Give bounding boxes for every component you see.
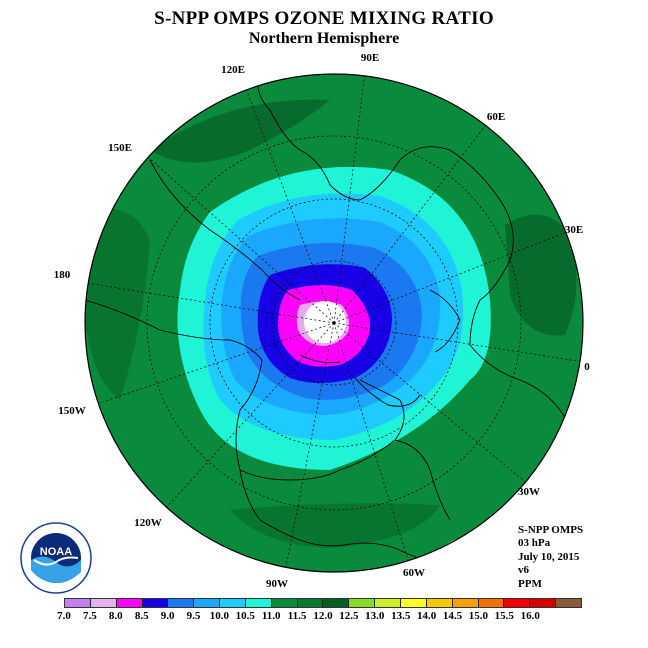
colorbar-segment: [556, 599, 581, 607]
colorbar-segment: [297, 599, 324, 607]
colorbar-segment: [504, 599, 531, 607]
darker-green-patch-east: [505, 214, 577, 336]
colorbar-segment: [168, 599, 195, 607]
info-version: v6: [518, 564, 529, 577]
longitude-labels: 90E 60E 30E 0 30W 60W 90W 120W 150W 180 …: [54, 52, 591, 590]
colorbar-segment: [478, 599, 505, 607]
colorbar-label: 8.5: [134, 610, 149, 622]
colorbar-segment: [116, 599, 143, 607]
missing-data-hole: [304, 301, 346, 343]
lon-label-120w: 120W: [134, 517, 162, 529]
colorbar-label: 7.5: [83, 610, 97, 622]
colorbar-label: 11.0: [261, 610, 281, 622]
lon-label-90w: 90W: [266, 578, 288, 590]
colorbar-label: 9.0: [160, 610, 175, 622]
graticule: [85, 74, 583, 572]
colorbar-segment: [142, 599, 169, 607]
colorbar-label: 14.0: [416, 610, 437, 622]
svg-text:NOAA: NOAA: [40, 546, 72, 558]
page-title: S-NPP OMPS OZONE MIXING RATIO: [154, 8, 494, 29]
colorbar-segment: [452, 599, 479, 607]
colorbar-label: 8.0: [108, 610, 123, 622]
colorbar-segment: [90, 599, 117, 607]
info-units: PPM: [518, 577, 542, 590]
darker-green-patch-west: [85, 208, 150, 400]
lon-label-30w: 30W: [518, 486, 540, 498]
darker-green-patch-south: [230, 503, 440, 548]
ozone-field: [85, 74, 583, 572]
darker-green-patch: [150, 99, 330, 163]
lon-label-150w: 150W: [58, 405, 86, 417]
colorbar: [64, 598, 582, 608]
colorbar-segment: [323, 599, 350, 607]
colorbar-segment: [530, 599, 557, 607]
lon-label-30e: 30E: [565, 224, 583, 236]
colorbar-segment: [271, 599, 298, 607]
colorbar-segment: [65, 599, 91, 607]
colorbar-label: 10.5: [235, 610, 255, 622]
colorbar-label: 12.0: [313, 610, 333, 622]
colorbar-segment: [400, 599, 427, 607]
noaa-logo: NOAA: [20, 522, 92, 594]
info-level: 03 hPa: [518, 537, 551, 550]
colorbar-segment: [220, 599, 246, 607]
lon-label-0: 0: [584, 361, 590, 373]
colorbar-segment: [349, 599, 376, 607]
map-border: [84, 73, 584, 573]
lon-label-120e: 120E: [221, 64, 245, 76]
lon-label-90e: 90E: [361, 52, 379, 64]
colorbar-label: 12.5: [339, 610, 359, 622]
info-block: S-NPP OMPS 03 hPa July 10, 2015 v6 PPM: [518, 524, 583, 591]
colorbar-label: 7.0: [57, 610, 71, 622]
colorbar-segment: [245, 599, 272, 607]
colorbar-label: 13.5: [391, 610, 411, 622]
colorbar-label: 16.0: [520, 610, 540, 622]
page-subtitle: Northern Hemisphere: [248, 30, 400, 47]
colorbar-labels: 7.0 7.5 8.0 8.5 9.0 9.5 10.0 10.5 11.0 11.5 12.0 12…: [57, 610, 582, 624]
colorbar-segment: [194, 599, 221, 607]
colorbar-label: 11.5: [287, 610, 307, 622]
colorbar-label: 10.0: [209, 610, 230, 622]
lon-label-60w: 60W: [403, 567, 425, 579]
info-instrument: S-NPP OMPS: [518, 524, 584, 536]
colorbar-label: 15.5: [494, 610, 514, 622]
colorbar-segment: [426, 599, 453, 607]
colorbar-label: 14.5: [442, 610, 463, 622]
colorbar-label: 15.0: [468, 610, 489, 622]
info-date: July 10, 2015: [518, 550, 580, 563]
lon-label-60e: 60E: [487, 111, 505, 123]
lon-label-180: 180: [54, 269, 71, 281]
lon-label-150e: 150E: [108, 142, 132, 154]
colorbar-label: 13.0: [365, 610, 385, 622]
colorbar-label: 9.5: [186, 610, 201, 622]
colorbar-segment: [375, 599, 401, 607]
